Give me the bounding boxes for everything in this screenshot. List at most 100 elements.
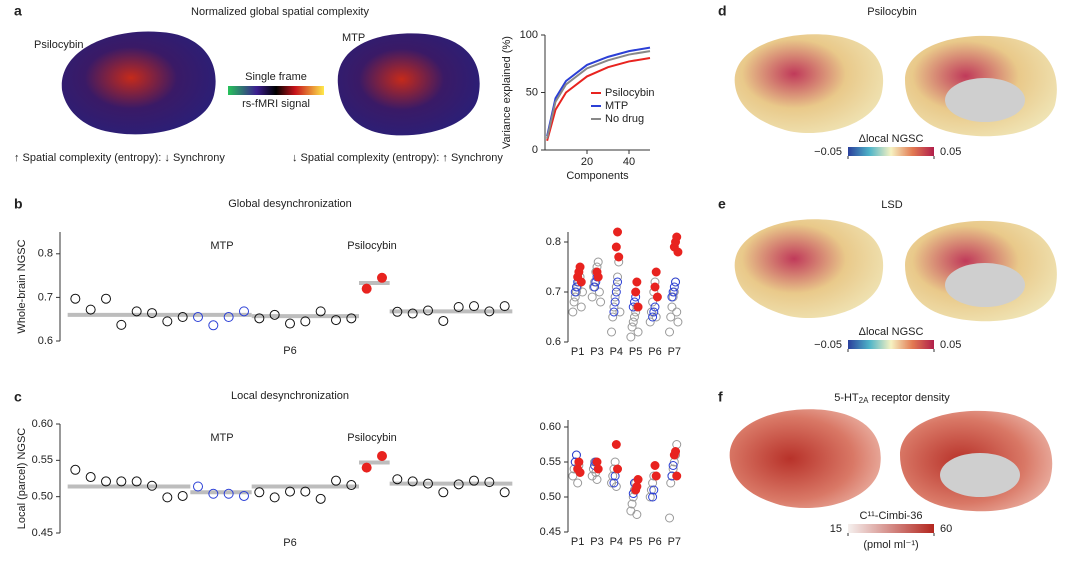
point [633, 475, 643, 484]
point [569, 297, 579, 307]
point [407, 308, 418, 319]
point [392, 474, 403, 485]
point [285, 486, 295, 497]
point [469, 475, 479, 486]
point [613, 272, 623, 282]
point [423, 305, 433, 316]
x-axis-label: P6 [283, 345, 296, 357]
point [671, 277, 681, 287]
point [269, 492, 280, 503]
y-tick-label: 0.6 [546, 336, 561, 348]
point [208, 488, 219, 499]
point [627, 322, 637, 332]
x-tick-label: P3 [590, 536, 603, 548]
point [672, 471, 682, 481]
point [576, 302, 586, 312]
point [346, 480, 357, 491]
brain-image [734, 219, 884, 319]
panel-label: a [14, 3, 22, 19]
point [633, 327, 643, 337]
point [177, 490, 188, 501]
point [70, 293, 81, 304]
point [596, 297, 606, 307]
map-title: 5-HT2A receptor density [834, 392, 950, 405]
series-line [546, 46, 651, 137]
colorbar-tick-label: 0.05 [940, 339, 961, 351]
colorbar-label: rs-fMRI signal [242, 98, 310, 110]
point [609, 307, 619, 317]
point [571, 282, 581, 292]
point [593, 464, 603, 474]
point [499, 301, 510, 312]
point [613, 464, 623, 474]
chart-title: Local desynchronization [231, 390, 349, 402]
brain-image [61, 31, 216, 135]
panel-label: c [14, 389, 22, 405]
point [70, 464, 81, 475]
point [101, 293, 111, 304]
point [672, 232, 682, 242]
point [590, 282, 600, 292]
title-text: receptor density [868, 392, 950, 404]
point [609, 478, 619, 488]
point [646, 485, 656, 495]
point [577, 287, 587, 297]
point [613, 277, 623, 287]
point [672, 307, 682, 317]
series-line [546, 57, 651, 142]
x-tick-label: P5 [629, 536, 642, 548]
annotation: Psilocybin [347, 240, 397, 252]
point [645, 317, 655, 327]
point [611, 282, 621, 292]
y-tick-label: 0.60 [540, 421, 561, 433]
title-text: 5-HT [834, 392, 859, 404]
point [239, 306, 249, 317]
panel-label: b [14, 196, 23, 212]
y-tick-label: 0.7 [546, 286, 561, 298]
point [611, 242, 621, 252]
point [85, 472, 96, 483]
point [568, 307, 578, 317]
panel-label: e [718, 196, 726, 212]
x-axis-label: Components [566, 170, 629, 182]
point [423, 478, 433, 489]
point [610, 292, 620, 302]
brain-image [734, 34, 884, 134]
colorbar [228, 86, 324, 95]
point [469, 301, 479, 312]
y-tick-label: 0.6 [38, 335, 53, 347]
colorbar [848, 147, 934, 156]
point [346, 313, 357, 324]
midline-mask [945, 78, 1025, 122]
y-tick-label: 0.55 [540, 456, 561, 468]
colorbar-label: Δlocal NGSC [859, 133, 924, 145]
point [568, 471, 578, 481]
legend-label: MTP [605, 100, 628, 112]
y-tick-label: 0.45 [540, 526, 561, 538]
point [648, 478, 658, 488]
point [254, 487, 265, 498]
point [652, 292, 662, 302]
point [300, 486, 311, 497]
point [331, 315, 341, 326]
point [668, 461, 678, 470]
y-tick-label: 0.50 [540, 491, 561, 503]
point [239, 490, 249, 501]
point [570, 292, 580, 302]
point [285, 318, 295, 329]
point [594, 287, 604, 297]
brain-image [337, 33, 480, 136]
x-tick-label: P7 [668, 536, 681, 548]
point [611, 440, 621, 449]
y-axis-label: Variance explained (%) [501, 36, 513, 149]
x-axis-label: P6 [283, 537, 296, 549]
map-brains [729, 34, 1057, 512]
y-tick-label: 50 [526, 86, 538, 98]
point [570, 287, 580, 297]
point [671, 447, 681, 456]
y-tick-label: 100 [520, 29, 538, 41]
y-axis-label: Local (parcel) NGSC [16, 428, 28, 530]
annotation: MTP [210, 240, 233, 252]
colorbar-tick-label: 15 [830, 523, 842, 535]
panel-label: f [718, 389, 723, 405]
